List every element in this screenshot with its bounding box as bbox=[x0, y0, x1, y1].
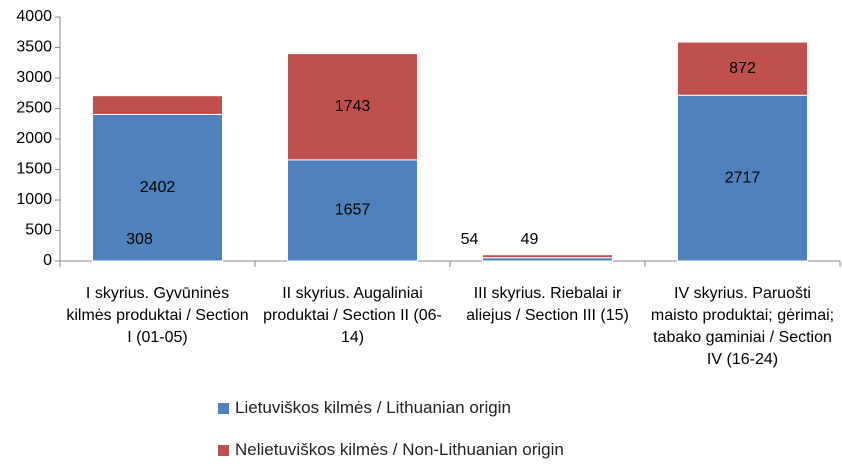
bar-segment bbox=[92, 95, 223, 115]
y-tick-label: 4000 bbox=[16, 8, 52, 25]
x-tick-label: IV skyrius. Paruošti maisto produktai; g… bbox=[650, 285, 835, 368]
x-tick-label: I skyrius. Gyvūninės kilmės produktai / … bbox=[66, 285, 249, 346]
x-tick-label: III skyrius. Riebalai ir aliejus / Secti… bbox=[466, 285, 629, 324]
legend-swatch bbox=[218, 402, 229, 414]
legend-item: Nelietuviškos kilmės / Non-Lithuanian or… bbox=[218, 440, 564, 460]
legend-swatch bbox=[218, 444, 229, 456]
bar-segment bbox=[287, 159, 418, 262]
y-tick-label: 3500 bbox=[16, 39, 52, 56]
data-label: 1657 bbox=[335, 202, 371, 219]
y-tick-label: 0 bbox=[43, 252, 52, 269]
x-tick-label: II skyrius. Augaliniai produktai / Secti… bbox=[263, 285, 442, 346]
bar-segment bbox=[92, 113, 223, 262]
y-tick-label: 500 bbox=[25, 222, 52, 239]
y-tick-label: 2000 bbox=[16, 130, 52, 147]
y-tick-label: 1000 bbox=[16, 191, 52, 208]
data-label: 2717 bbox=[725, 169, 761, 186]
y-tick-label: 1500 bbox=[16, 161, 52, 178]
data-label: 308 bbox=[126, 231, 153, 248]
bar-segment bbox=[287, 53, 418, 161]
y-tick-label: 3000 bbox=[16, 69, 52, 86]
data-label: 1743 bbox=[335, 98, 371, 115]
data-label: 872 bbox=[729, 60, 756, 77]
legend-label: Lietuviškos kilmės / Lithuanian origin bbox=[235, 398, 511, 417]
y-tick-label: 2500 bbox=[16, 100, 52, 117]
legend-item: Lietuviškos kilmės / Lithuanian origin bbox=[218, 398, 511, 418]
data-label: 2402 bbox=[140, 179, 176, 196]
data-label: 49 bbox=[521, 231, 539, 248]
legend-label: Nelietuviškos kilmės / Non-Lithuanian or… bbox=[235, 440, 564, 459]
bar-segment bbox=[677, 41, 808, 96]
data-label: 54 bbox=[461, 231, 479, 248]
bar-segment bbox=[482, 254, 613, 259]
bar-segment bbox=[677, 94, 808, 262]
